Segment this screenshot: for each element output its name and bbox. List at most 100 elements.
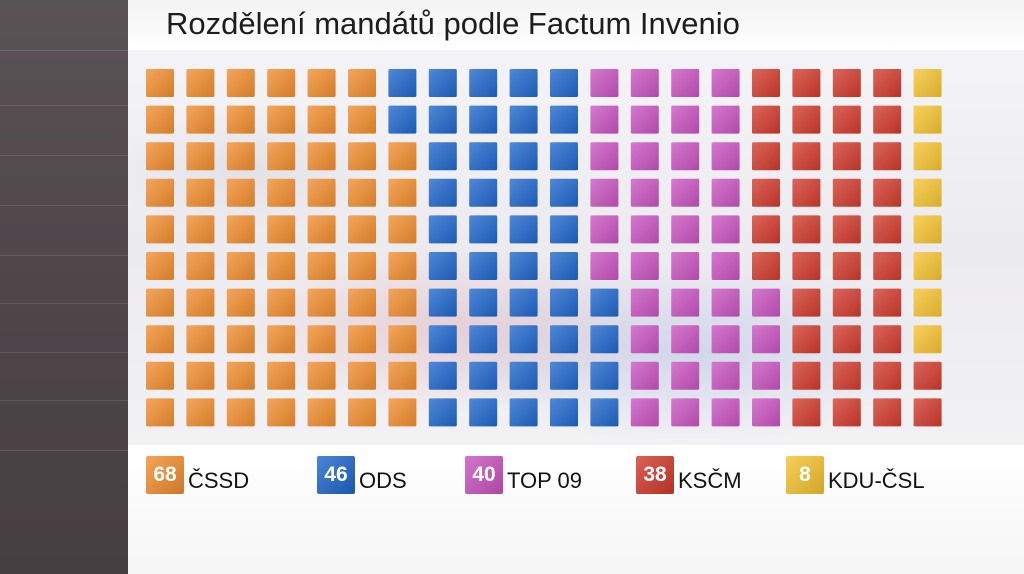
legend-label-ods: ODS	[359, 468, 407, 493]
seat-kscm	[792, 325, 821, 354]
seat-top09	[752, 288, 780, 317]
seat-ods	[469, 178, 498, 207]
legend-background	[128, 445, 1024, 574]
seat-kscm	[832, 361, 861, 390]
left-panel-divider	[0, 400, 128, 401]
seat-ods	[469, 69, 498, 97]
seat-top09	[630, 142, 659, 171]
seat-kscm	[873, 398, 902, 427]
seat-top09	[671, 69, 700, 97]
seat-cssd	[307, 178, 336, 207]
seat-cssd	[307, 252, 336, 280]
seat-top09	[630, 361, 659, 390]
seat-kscm	[873, 215, 902, 244]
seat-ods	[469, 361, 498, 390]
seat-kscm	[873, 325, 902, 354]
seat-kducsl	[913, 288, 942, 317]
seat-cssd	[388, 325, 417, 354]
seat-ods	[590, 361, 619, 390]
legend-label-top09: TOP 09	[507, 468, 583, 493]
seat-ods	[550, 215, 578, 244]
seat-kscm	[832, 142, 861, 171]
seat-kscm	[832, 398, 861, 427]
title-bar	[128, 0, 1024, 50]
seat-cssd	[267, 398, 296, 427]
seat-kscm	[913, 398, 942, 427]
seat-kscm	[752, 69, 780, 97]
seat-cssd	[267, 252, 296, 280]
seat-cssd	[186, 288, 215, 317]
seat-kscm	[832, 105, 861, 134]
seat-cssd	[226, 142, 255, 171]
seat-ods	[469, 325, 498, 354]
seat-cssd	[348, 252, 376, 280]
seat-ods	[428, 252, 457, 280]
seat-top09	[671, 325, 700, 354]
seat-cssd	[226, 361, 255, 390]
seat-kscm	[832, 252, 861, 280]
seat-top09	[671, 361, 700, 390]
seat-kscm	[832, 288, 861, 317]
seat-cssd	[146, 398, 174, 427]
seat-cssd	[348, 142, 376, 171]
seat-kscm	[792, 252, 821, 280]
seat-cssd	[348, 398, 376, 427]
seat-cssd	[226, 398, 255, 427]
seat-top09	[711, 361, 740, 390]
seat-ods	[469, 142, 498, 171]
seat-cssd	[186, 325, 215, 354]
seat-cssd	[267, 325, 296, 354]
seat-top09	[711, 69, 740, 97]
seat-ods	[509, 398, 538, 427]
seat-ods	[428, 398, 457, 427]
seat-top09	[630, 288, 659, 317]
left-panel-divider	[0, 303, 128, 304]
seat-ods	[509, 288, 538, 317]
seat-cssd	[186, 252, 215, 280]
seat-kducsl	[913, 69, 942, 97]
seat-top09	[671, 105, 700, 134]
seat-cssd	[267, 361, 296, 390]
seat-ods	[388, 105, 417, 134]
seat-ods	[550, 325, 578, 354]
seat-top09	[711, 105, 740, 134]
seat-kducsl	[913, 325, 942, 354]
seat-cssd	[186, 69, 215, 97]
seat-top09	[590, 105, 619, 134]
seat-kscm	[873, 252, 902, 280]
seat-kscm	[792, 105, 821, 134]
seat-cssd	[186, 361, 215, 390]
seat-kscm	[752, 105, 780, 134]
seat-cssd	[267, 178, 296, 207]
seat-ods	[509, 252, 538, 280]
left-panel-divider	[0, 155, 128, 156]
legend-label-cssd: ČSSD	[188, 468, 250, 493]
seat-top09	[752, 398, 780, 427]
seat-kscm	[873, 361, 902, 390]
seat-kscm	[832, 69, 861, 97]
seat-ods	[469, 398, 498, 427]
seat-kscm	[873, 69, 902, 97]
seat-top09	[630, 178, 659, 207]
seat-ods	[550, 142, 578, 171]
seat-kscm	[792, 178, 821, 207]
left-panel-divider	[0, 205, 128, 206]
seat-kscm	[752, 252, 780, 280]
seat-cssd	[146, 325, 174, 354]
seat-ods	[469, 105, 498, 134]
seat-ods	[550, 69, 578, 97]
seat-ods	[590, 325, 619, 354]
seat-cssd	[146, 361, 174, 390]
seat-top09	[671, 215, 700, 244]
seat-ods	[428, 69, 457, 97]
seat-ods	[428, 142, 457, 171]
seat-cssd	[146, 105, 174, 134]
seat-cssd	[226, 288, 255, 317]
seat-top09	[630, 398, 659, 427]
seat-cssd	[146, 288, 174, 317]
seat-cssd	[226, 252, 255, 280]
seat-top09	[590, 142, 619, 171]
seat-kscm	[873, 105, 902, 134]
seat-kscm	[752, 178, 780, 207]
seat-top09	[630, 325, 659, 354]
